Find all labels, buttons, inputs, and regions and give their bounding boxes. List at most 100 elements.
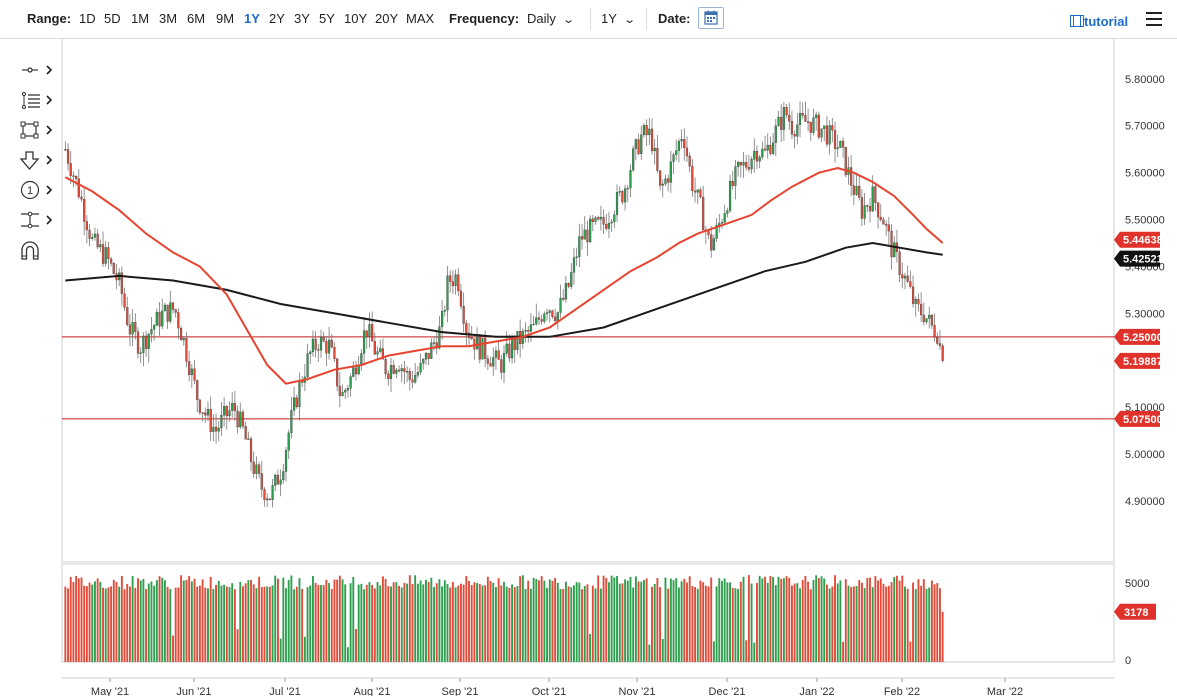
candle-body (497, 350, 500, 360)
volume-bar (809, 589, 812, 662)
marker-tool[interactable]: 1 (18, 176, 58, 206)
tutorial-link[interactable]: tutorial (1070, 14, 1128, 29)
volume-bar (825, 584, 828, 662)
date-picker-button[interactable] (698, 7, 724, 29)
candle-body (570, 272, 573, 287)
volume-bar (228, 587, 231, 662)
arrow-down-icon (19, 151, 53, 171)
volume-bar (88, 582, 91, 662)
volume-bar (739, 581, 742, 662)
range-button-9m[interactable]: 9M (216, 11, 235, 26)
x-tick-label: Jul '21 (269, 686, 300, 696)
magnet-tool[interactable] (18, 236, 58, 266)
volume-bar (653, 583, 656, 662)
range-button-3y[interactable]: 3Y (294, 11, 310, 26)
volume-bar (500, 585, 503, 662)
volume-bar (180, 575, 183, 662)
volume-bar (295, 586, 298, 662)
crosshair-tool[interactable] (18, 56, 58, 86)
volume-bar (494, 587, 497, 662)
range-button-3m[interactable]: 3M (159, 11, 178, 26)
volume-bar (311, 576, 314, 662)
candle-body (831, 125, 834, 131)
candle-body (352, 367, 355, 377)
range-button-6m[interactable]: 6M (187, 11, 206, 26)
range-button-20y[interactable]: 20Y (375, 11, 399, 26)
volume-bar (556, 582, 559, 662)
candle-body (354, 367, 358, 375)
candle-body (83, 199, 86, 222)
ma-short-line (64, 166, 944, 385)
volume-bar (890, 582, 893, 662)
volume-bar (629, 576, 632, 662)
volume-bar (430, 577, 433, 662)
range-button-1m[interactable]: 1M (131, 11, 150, 26)
candle-body (696, 189, 699, 193)
candle-body (451, 281, 454, 287)
candle-body (874, 186, 877, 203)
volume-bar (543, 580, 546, 662)
candle-body (346, 388, 350, 391)
volume-bar (887, 585, 890, 662)
candle-body (527, 330, 530, 332)
candle-body (688, 155, 691, 167)
candle-body (120, 272, 123, 294)
candle-body (190, 368, 193, 376)
candle-body (244, 426, 247, 440)
candle-body (314, 338, 317, 350)
fibonacci-tool[interactable] (18, 86, 58, 116)
crosshair-icon (22, 65, 53, 75)
candle-body (510, 339, 514, 359)
range-button-max[interactable]: MAX (406, 11, 435, 26)
candle-body (667, 178, 670, 183)
volume-bar (780, 578, 783, 662)
volume-bar (807, 581, 810, 662)
volume-bar (67, 588, 69, 662)
volume-bar (906, 588, 909, 662)
upper-line-price-tag-bg (1114, 328, 1160, 345)
candle-body (634, 139, 637, 149)
candle-body (798, 113, 802, 125)
measure-tool[interactable] (18, 206, 58, 236)
volume-bar (691, 585, 694, 662)
candle-body (462, 306, 465, 324)
y-tick-label: 5.60000 (1125, 168, 1165, 180)
ma-long-price-tag: 5.42521 (1123, 254, 1163, 266)
range-button-2y[interactable]: 2Y (269, 11, 285, 26)
range-button-1d[interactable]: 1D (79, 11, 96, 26)
x-tick-label: Jun '21 (176, 686, 211, 696)
price-chart[interactable]: 5.800005.700005.600005.500005.400005.300… (0, 38, 1177, 696)
volume-bar (379, 585, 382, 662)
chart-frame (61, 38, 1115, 679)
candle-body (454, 274, 457, 287)
range-button-5y[interactable]: 5Y (319, 11, 335, 26)
range-label: Range: (27, 11, 72, 26)
range-button-10y[interactable]: 10Y (344, 11, 368, 26)
volume-bar (836, 583, 839, 662)
volume-bar (298, 578, 301, 662)
candle-body (209, 408, 212, 432)
volume-bar (306, 587, 309, 662)
volume-bar (696, 588, 699, 662)
volume-bar (667, 588, 670, 662)
rectangle-tool[interactable] (18, 116, 58, 146)
volume-bar (274, 575, 277, 662)
candle-body (866, 205, 869, 207)
period-dropdown[interactable]: 1Y ⌄ (601, 11, 636, 26)
volume-bar (672, 580, 675, 662)
frequency-dropdown[interactable]: Daily ⌄ (527, 11, 575, 26)
volume-bar (344, 584, 347, 662)
volume-bar (782, 578, 785, 662)
range-button-1y[interactable]: 1Y (244, 11, 260, 26)
candle-body (317, 349, 320, 351)
candle-body (726, 210, 729, 214)
volume-bar (731, 587, 734, 662)
arrow-tool[interactable] (18, 146, 58, 176)
range-button-5d[interactable]: 5D (104, 11, 121, 26)
candle-body (330, 339, 333, 348)
candle-body (443, 309, 446, 312)
candle-body (247, 438, 250, 440)
menu-icon[interactable] (1146, 12, 1162, 26)
candle-body (233, 402, 236, 412)
volume-bar (634, 576, 637, 662)
